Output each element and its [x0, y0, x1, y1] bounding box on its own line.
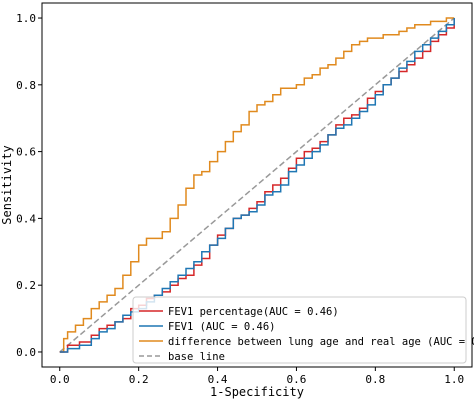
legend-box: [132, 296, 467, 364]
legend: FEV1 percentage(AUC = 0.46) FEV1 (AUC = 0…: [132, 296, 474, 364]
x-tick-label: 0.6: [287, 373, 307, 386]
y-axis-label: Sensitivity: [0, 145, 14, 224]
y-tick-label: 0.0: [16, 346, 36, 359]
legend-label-3: base line: [168, 351, 225, 363]
y-tick-label: 0.2: [16, 279, 36, 292]
y-tick-label: 0.4: [16, 212, 36, 225]
x-tick-label: 0.4: [208, 373, 228, 386]
x-tick-label: 0.8: [365, 373, 385, 386]
tick-layer: 0.0 0.2 0.4 0.6 0.8 1.0 0.0 0.2 0.4 0.6 0.8 1.0: [16, 12, 464, 386]
y-tick-label: 1.0: [16, 12, 36, 25]
x-tick-label: 0.2: [129, 373, 149, 386]
series-line-2: [59, 17, 455, 353]
x-tick-label: 0.0: [50, 373, 70, 386]
x-axis-label: 1-Specificity: [210, 385, 304, 399]
legend-entries: FEV1 percentage(AUC = 0.46) FEV1 (AUC = 0…: [139, 306, 474, 363]
legend-label-0: FEV1 percentage(AUC = 0.46): [168, 306, 339, 318]
legend-label-2: difference between lung age and real age…: [168, 336, 474, 348]
series-line-3: [59, 17, 455, 353]
y-tick-label: 0.6: [16, 146, 36, 159]
plot-frame: [41, 2, 473, 368]
y-tick-label: 0.8: [16, 79, 36, 92]
legend-label-1: FEV1 (AUC = 0.46): [168, 321, 275, 333]
x-tick-label: 1.0: [444, 373, 464, 386]
